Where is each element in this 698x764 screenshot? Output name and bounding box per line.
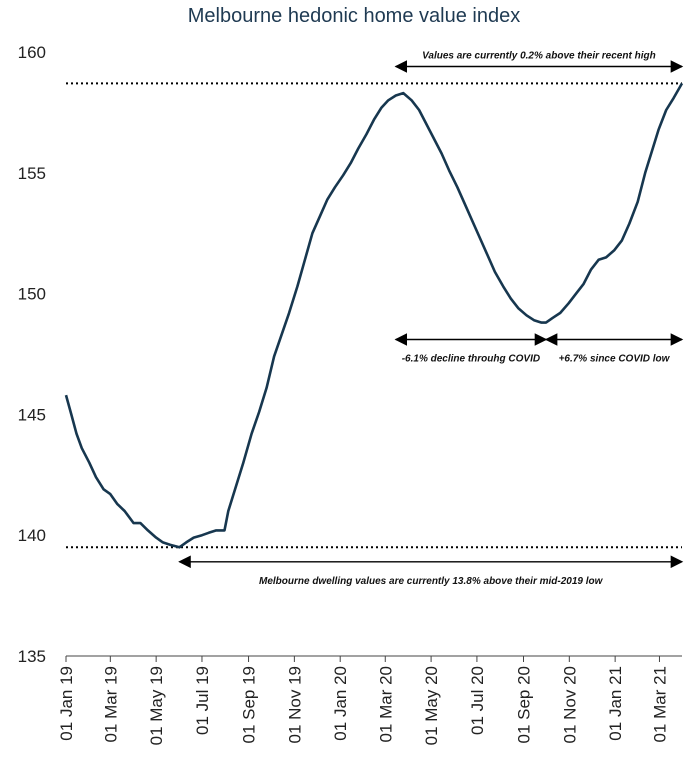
annotation-label: +6.7% since COVID low xyxy=(559,354,671,365)
reference-lines xyxy=(66,82,682,549)
y-tick-label: 140 xyxy=(18,526,46,545)
x-tick-label: 01 Nov 19 xyxy=(285,666,304,744)
x-tick-label: 01 Sep 19 xyxy=(240,666,259,744)
y-tick-label: 145 xyxy=(18,405,46,424)
y-axis: 135 140 145 150 155 160 xyxy=(18,43,46,666)
annotations: Values are currently 0.2% above their re… xyxy=(178,50,684,587)
y-tick-label: 150 xyxy=(18,285,46,304)
x-tick-label: 01 Nov 20 xyxy=(560,666,579,744)
x-tick-label: 01 Jan 19 xyxy=(57,666,76,741)
x-tick-label: 01 May 19 xyxy=(147,666,166,745)
y-tick-label: 135 xyxy=(18,647,46,666)
series-line xyxy=(64,82,684,549)
x-axis: 01 Jan 19 01 Mar 19 01 May 19 01 Jul 19 01 S… xyxy=(57,655,682,745)
x-tick-label: 01 Jan 20 xyxy=(331,666,350,741)
annotation-label: Values are currently 0.2% above their re… xyxy=(422,50,656,61)
x-tick-label: 01 Sep 20 xyxy=(514,666,533,744)
x-tick-label: 01 May 20 xyxy=(422,666,441,745)
y-tick-label: 160 xyxy=(18,43,46,62)
series-group xyxy=(64,82,684,549)
x-tick-label: 01 Jul 20 xyxy=(468,666,487,735)
y-tick-label: 155 xyxy=(18,164,46,183)
x-tick-label: 01 Mar 19 xyxy=(101,666,120,743)
annotation-label: Melbourne dwelling values are currently … xyxy=(259,576,604,587)
x-tick-label: 01 Mar 20 xyxy=(376,666,395,743)
x-tick-label: 01 Jul 19 xyxy=(193,666,212,735)
chart-title: Melbourne hedonic home value index xyxy=(188,5,520,27)
x-tick-label: 01 Mar 21 xyxy=(650,666,669,743)
annotation-label: -6.1% decline throuhg COVID xyxy=(402,354,540,365)
x-tick-label: 01 Jan 21 xyxy=(606,666,625,741)
